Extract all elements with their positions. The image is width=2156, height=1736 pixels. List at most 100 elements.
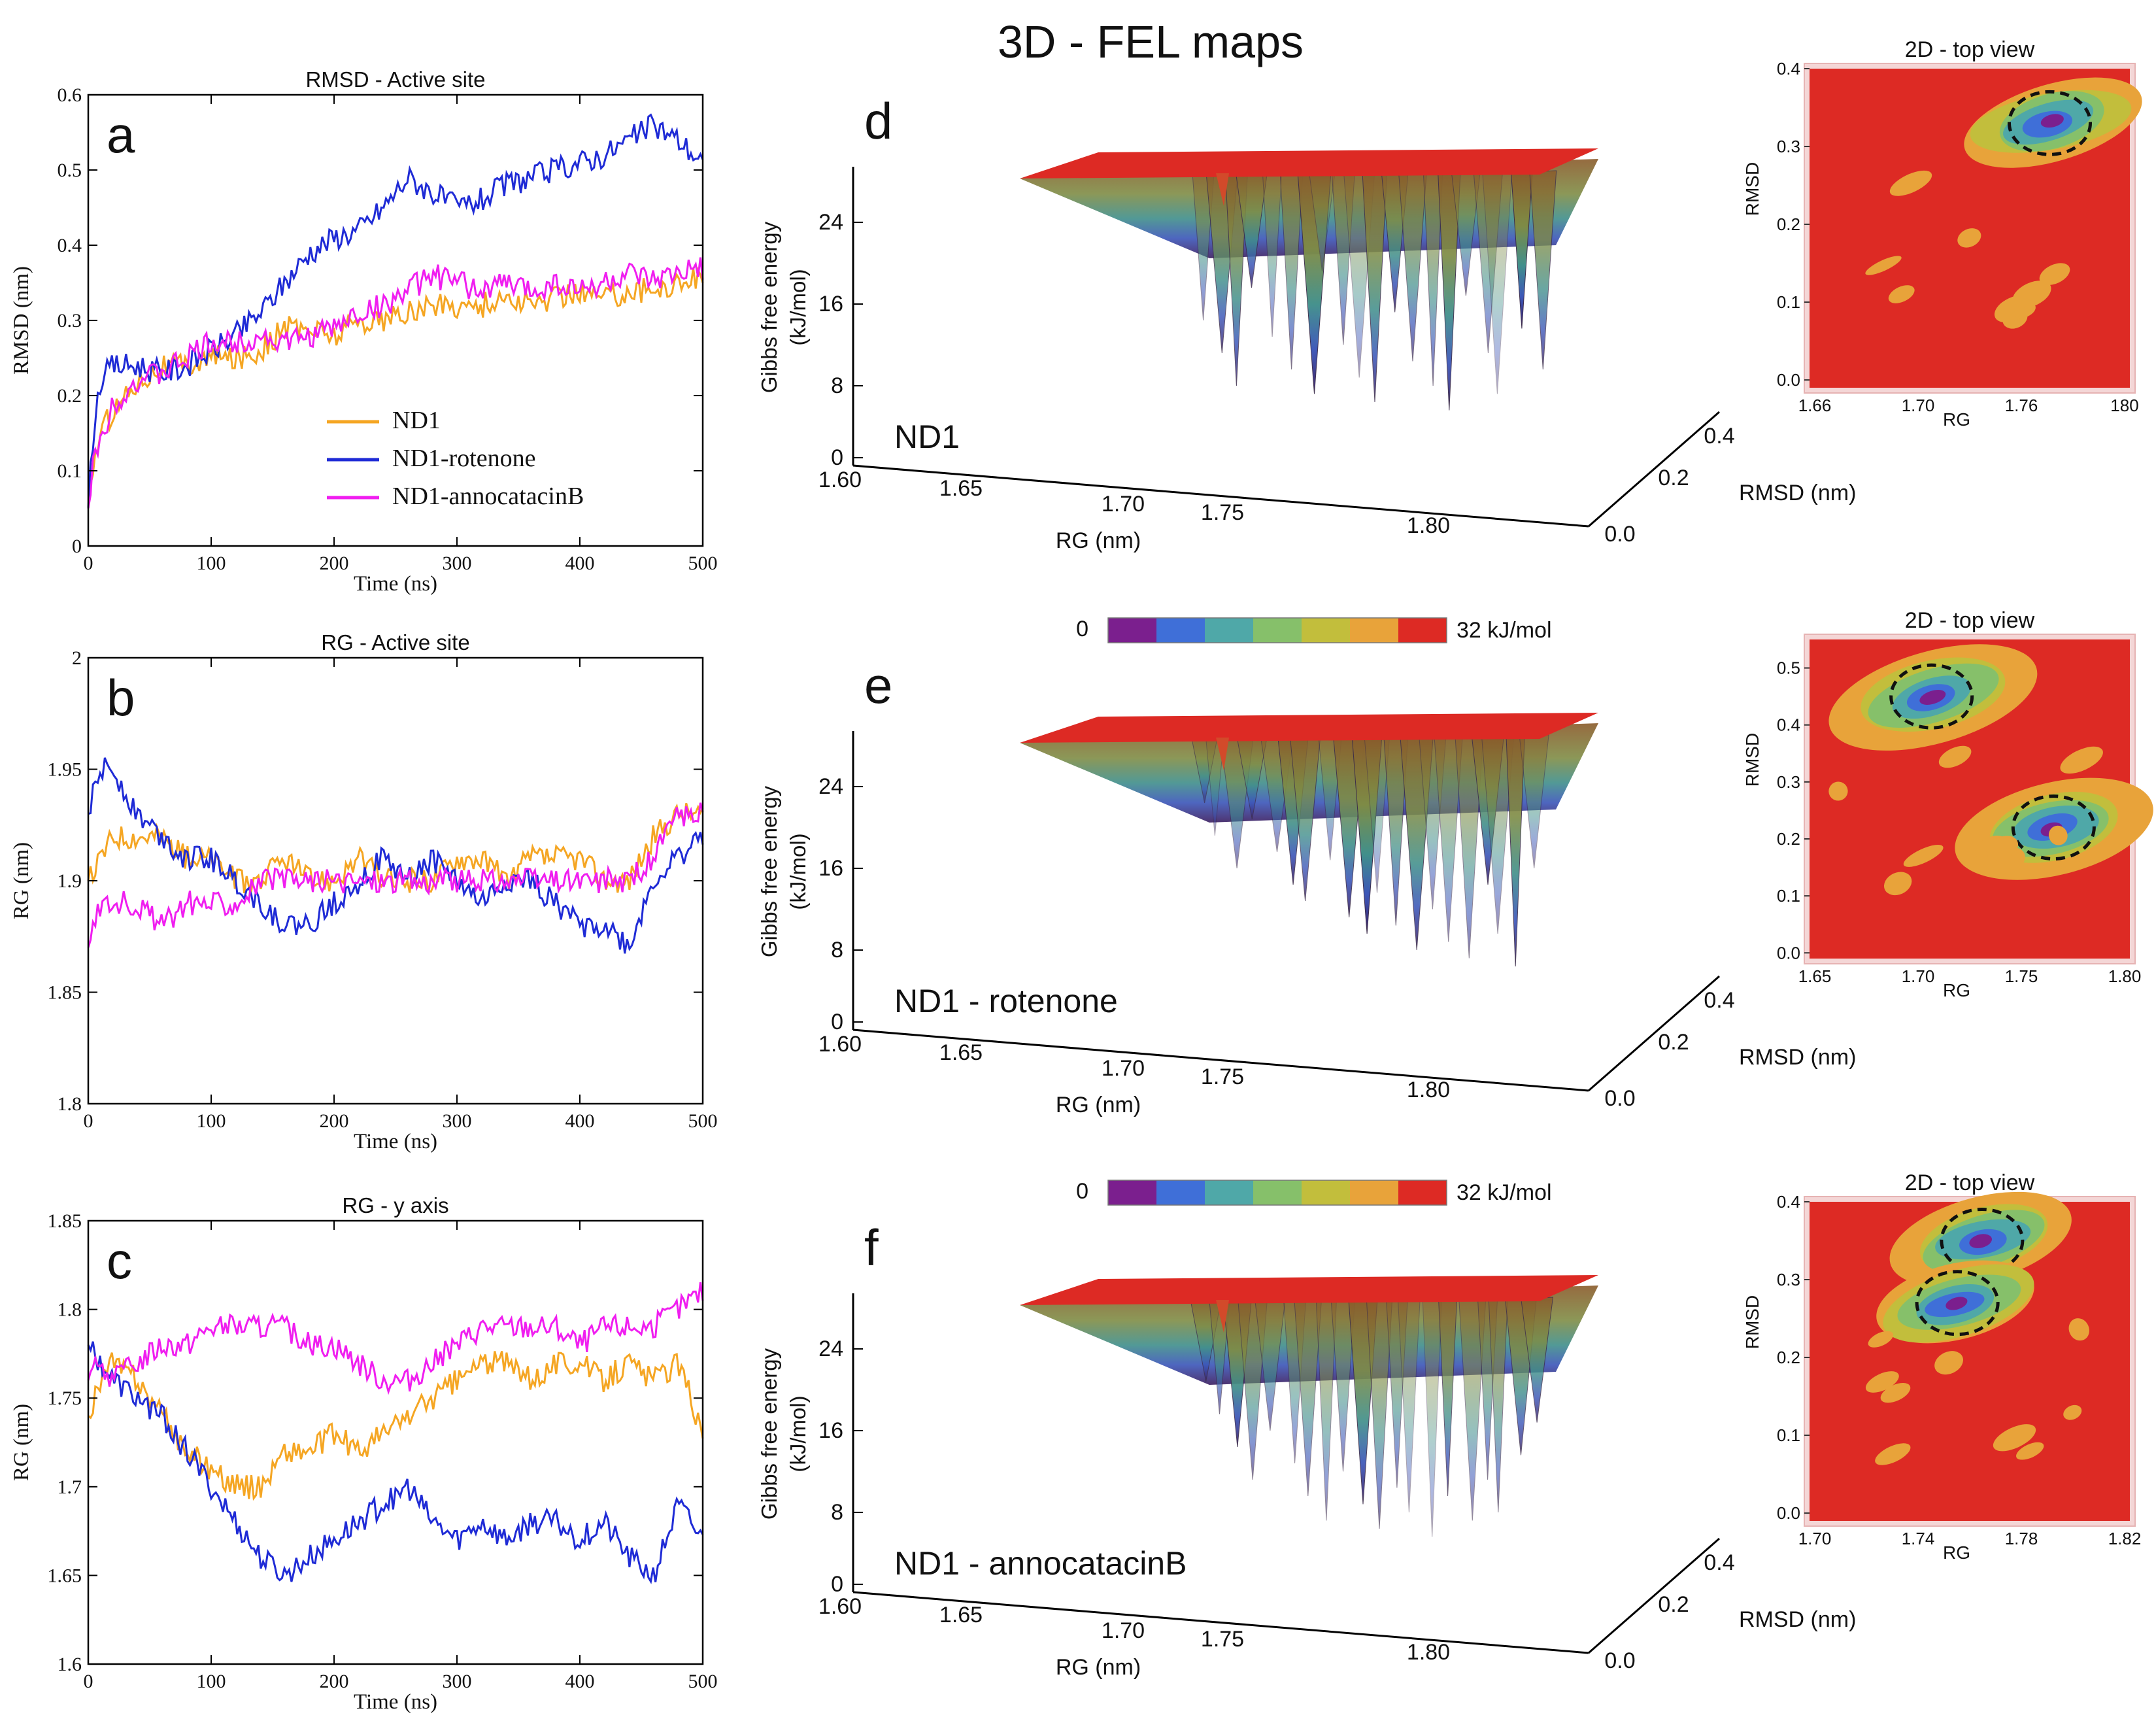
x-tick-label: 200 [320,1110,349,1132]
x-tick-label: 1.80 [1407,1078,1450,1102]
energy-patch [1865,256,1902,275]
heatmap-d2: 2D - top view 1.66 1.70 1.76 180 0.0 0.1 0.2 0.3… [1742,37,2142,430]
y-axis-line [1588,975,1720,1092]
z-axis-label-line1: Gibbs free energy [757,785,781,957]
y-tick-label: 0.3 [1777,1270,1800,1289]
x-axis-label: RG (nm) [1056,528,1141,553]
x-tick-label: 1.80 [2108,966,2142,986]
colorbar-swatch [1253,618,1302,643]
x-tick-label: 300 [443,1671,472,1692]
x-tick-label: 1.75 [1201,1627,1244,1652]
y-tick-label: 2 [72,647,82,669]
y-tick-label: 0.1 [1777,886,1800,906]
y-tick-label: 1.75 [48,1387,82,1409]
z-axis-label-line2: (kJ/mol) [786,1395,810,1472]
z-tick-label: 16 [818,856,843,881]
energy-patch [1934,1351,1963,1375]
z-tick-label: 24 [818,774,843,799]
x-tick-label: 1.70 [1902,966,1935,986]
x-tick-label: 1.76 [2005,396,2038,415]
minimum-marker [2011,794,2096,861]
x-tick-label: 0 [84,553,93,574]
y-tick-label: 1.8 [58,1093,82,1115]
x-tick-label: 500 [688,553,718,574]
y-tick-label: 1.6 [58,1654,82,1675]
line-chart-a: RMSD - Active site 0 100 200 300 400 500 0 0.1 0.… [10,67,718,596]
x-tick-label: 400 [565,1110,595,1132]
z-tick-label: 0 [831,1572,843,1597]
system-label: ND1 [894,418,960,455]
series-line-ND1 [87,802,704,894]
series-line-ND1-rotenone [87,1341,704,1584]
y-tick-label: 0.4 [1704,988,1734,1013]
colorbar-min-label: 0 [1076,617,1088,641]
colorbar-swatch [1398,1180,1447,1205]
x-tick-label: 0 [84,1110,93,1132]
x-axis-label: RG (nm) [1056,1093,1141,1117]
energy-patch [1880,1383,1911,1403]
colorbar-swatch [1398,618,1447,643]
panel-letter: c [107,1232,132,1289]
x-tick-label: 100 [197,553,226,574]
x-tick-label: 0 [84,1671,93,1692]
z-tick-label: 8 [831,1500,843,1525]
energy-patch [2063,1404,2082,1420]
colorbar-max-label: 32 kJ/mol [1457,1180,1552,1205]
chart-title: RG - Active site [321,630,469,655]
colorbar-swatch [1108,1180,1156,1205]
colorbar-swatch [1108,618,1156,643]
y-tick-label: 1.8 [58,1299,82,1321]
y-tick-label: 0.0 [1604,522,1635,547]
colorbar-swatch [1253,1180,1302,1205]
fel-spike [1506,734,1525,967]
x-tick-label: 1.80 [1407,1640,1450,1665]
colorbar-swatch [1350,1180,1398,1205]
colorbar-swatch [1350,618,1398,643]
x-tick-label: 100 [197,1671,226,1692]
energy-patch [2016,1442,2044,1460]
energy-patch [1938,745,1972,768]
x-tick-label: 1.82 [2108,1529,2142,1548]
y-tick-label: 0.2 [1658,466,1689,490]
energy-patch [1889,170,1932,196]
series-line-ND1 [88,1351,704,1501]
z-tick-label: 16 [818,292,843,316]
x-tick-label: 1.60 [818,468,862,492]
x-tick-label: 1.75 [1201,500,1244,525]
colorbar-frame [1107,617,1447,643]
x-axis-label: Time (ns) [354,572,437,596]
fel-spike [1529,170,1557,370]
plot-frame [87,656,704,1105]
fel-spike [1422,1297,1442,1537]
colorbar-swatch [1302,1180,1350,1205]
colorbar-min-label: 0 [1076,1179,1088,1204]
energy-patch [1903,844,1944,867]
series-line-ND1-annocatacinB [87,1282,704,1395]
colorbar-swatch [1302,618,1350,643]
energy-patch [1888,285,1915,303]
plateau-dip [1216,173,1229,206]
legend-label: ND1-rotenone [392,445,535,472]
energy-patch [1986,836,2019,861]
y-tick-label: 0.1 [1777,1425,1800,1445]
surface-plot-d: d 0 8 16 24 Gibbs free energy (kJ/mol) 1.60 1.65… [757,92,1856,553]
surface-plateau [1020,148,1598,179]
x-tick-label: 1.60 [818,1032,862,1057]
y-tick-label: 0.2 [58,385,82,407]
energy-contour [1969,1234,1993,1248]
z-axis-label-line1: Gibbs free energy [757,1348,781,1520]
energy-patch [2068,1318,2089,1341]
y-axis-line [1588,1537,1720,1654]
series-line-ND1-annocatacinB [87,802,704,948]
heatmap-f2: 2D - top view 1.70 1.74 1.78 1.82 0.0 0.1 0.2 0.… [1742,1170,2141,1563]
y-tick-label: 1.65 [48,1565,82,1586]
x-tick-label: 1.70 [1902,396,1935,415]
y-tick-label: 0.0 [1604,1648,1635,1673]
y-axis-label: RMSD [1742,1295,1762,1349]
y-tick-label: 0.0 [1777,1503,1800,1523]
y-tick-label: 0.6 [58,84,82,106]
x-tick-label: 1.65 [939,1040,983,1065]
x-tick-label: 1.65 [1798,966,1832,986]
energy-contour [1919,690,1946,705]
